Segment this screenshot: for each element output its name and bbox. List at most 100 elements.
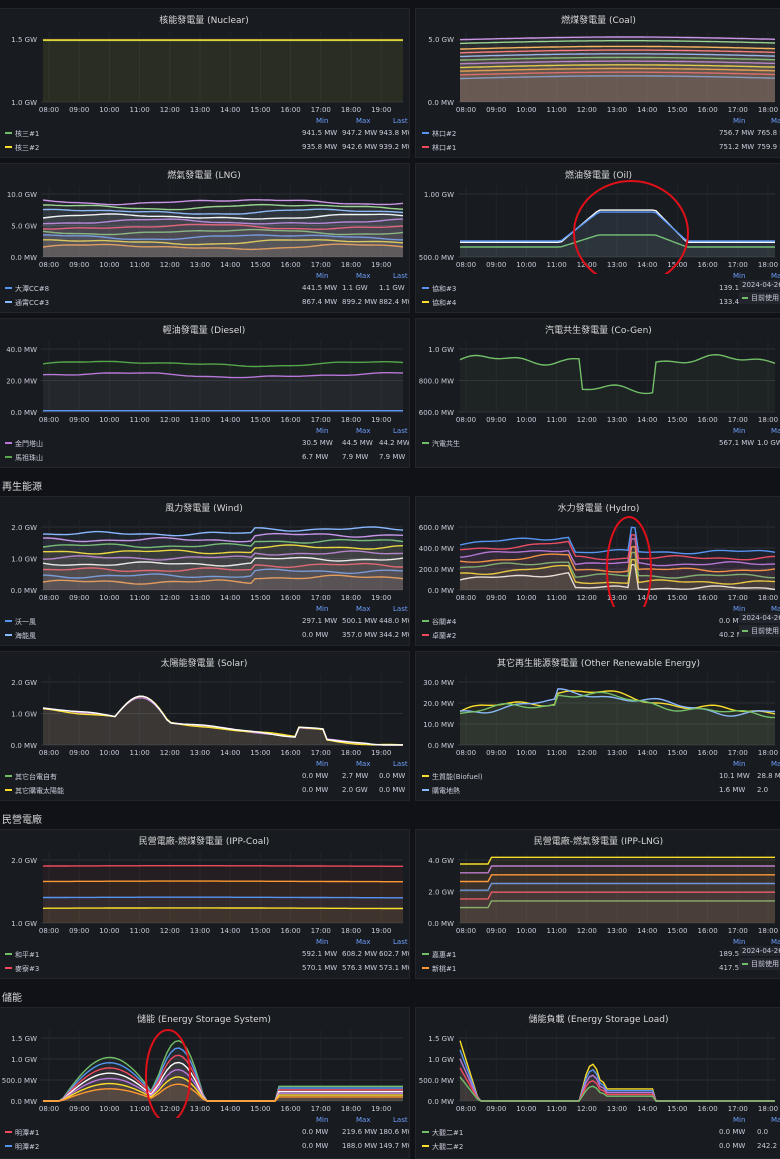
chart-panel[interactable]: 太陽能發電量 (Solar) 2.0 GW 1.0 GW 0.0 MW 08:00 09:… <box>0 651 410 801</box>
series-line[interactable] <box>42 865 403 867</box>
chart-panel[interactable]: 燃氣發電量 (LNG) 10.0 GW 5.0 GW 0.0 MW 08:00 09:00… <box>0 163 410 313</box>
legend-sort-header[interactable]: Last ⌄ <box>393 760 409 768</box>
chart-panel[interactable]: 儲能負載 (Energy Storage Load) 1.5 GW 1.0 GW 50… <box>415 1007 780 1159</box>
series-line[interactable] <box>43 562 403 573</box>
legend-sort-header[interactable]: Min <box>316 272 329 280</box>
legend-series-name[interactable]: 協和#4 <box>432 299 457 307</box>
legend-sort-header[interactable]: Max <box>356 272 371 280</box>
series-line[interactable] <box>459 558 776 585</box>
series-line[interactable] <box>459 534 776 561</box>
series-line[interactable] <box>459 563 776 591</box>
chart-panel[interactable]: 核能發電量 (Nuclear) 1.5 GW 1.0 GW 08:00 09:00 10:… <box>0 8 410 158</box>
legend-sort-header[interactable]: Max <box>356 427 371 435</box>
legend-sort-header[interactable]: Last ⌄ <box>393 1116 409 1124</box>
legend-sort-header[interactable]: Max <box>356 1116 371 1124</box>
series-line[interactable] <box>459 1076 775 1102</box>
legend-series-name[interactable]: 汽電共生 <box>432 440 460 448</box>
series-line[interactable] <box>42 568 404 579</box>
legend-series-name[interactable]: 生質能(Biofuel) <box>432 773 483 781</box>
legend-sort-header[interactable]: Max <box>771 272 780 280</box>
legend-series-name[interactable]: 和平#1 <box>15 951 40 959</box>
series-line[interactable] <box>459 551 775 579</box>
series-line[interactable] <box>42 372 403 379</box>
panel-title[interactable]: 儲能負載 (Energy Storage Load) <box>528 1015 669 1025</box>
panel-title[interactable]: 風力發電量 (Wind) <box>165 504 243 514</box>
chart-panel[interactable]: 燃油發電量 (Oil) 1.00 GW 500.0 MW 08:00 09:00 10:0… <box>415 163 780 313</box>
legend-sort-header[interactable]: Max <box>356 938 371 946</box>
panel-title[interactable]: 燃油發電量 (Oil) <box>565 171 632 181</box>
legend-series-name[interactable]: 卓蘭#2 <box>432 632 457 640</box>
series-line[interactable] <box>42 695 404 746</box>
series-line[interactable] <box>460 882 775 891</box>
series-line[interactable] <box>43 239 404 246</box>
chart-panel[interactable]: 輕油發電量 (Diesel) 40.0 MW 20.0 MW 0.0 MW 08:00 0… <box>0 318 410 468</box>
series-line[interactable] <box>42 880 403 883</box>
legend-sort-header[interactable]: Last ⌄ <box>393 272 409 280</box>
legend-sort-header[interactable]: Min <box>316 938 329 946</box>
panel-title[interactable]: 民營電廠-燃煤發電量 (IPP-Coal) <box>138 837 270 847</box>
legend-series-name[interactable]: 林口#2 <box>432 130 457 138</box>
series-line[interactable] <box>460 75 776 80</box>
series-line[interactable] <box>460 900 775 909</box>
legend-series-name[interactable]: 大觀二#2 <box>432 1143 464 1151</box>
panel-title[interactable]: 太陽能發電量 (Solar) <box>160 659 248 669</box>
series-line[interactable] <box>459 353 776 395</box>
panel-title[interactable]: 水力發電量 (Hydro) <box>557 504 640 514</box>
panel-title[interactable]: 核能發電量 (Nuclear) <box>159 16 249 26</box>
series-line[interactable] <box>459 545 776 573</box>
legend-series-name[interactable]: 谷關#4 <box>432 618 457 626</box>
series-line[interactable] <box>459 691 776 719</box>
series-line[interactable] <box>459 67 776 72</box>
legend-sort-header[interactable]: Last ⌄ <box>393 605 409 613</box>
legend-series-name[interactable]: 嘉惠#1 <box>432 951 457 959</box>
legend-series-name[interactable]: 麥寮#3 <box>15 965 40 973</box>
series-line[interactable] <box>43 896 403 899</box>
series-line[interactable] <box>459 60 776 65</box>
series-line[interactable] <box>459 56 775 61</box>
series-line[interactable] <box>42 574 404 585</box>
legend-series-name[interactable]: 核三#2 <box>15 144 40 152</box>
legend-sort-header[interactable]: Min <box>733 605 746 613</box>
legend-sort-header[interactable]: Last ⌄ <box>393 427 409 435</box>
legend-sort-header[interactable]: Min <box>316 117 329 125</box>
panel-title[interactable]: 輕油發電量 (Diesel) <box>162 326 246 336</box>
legend-series-name[interactable]: 海能風 <box>15 632 36 640</box>
series-line[interactable] <box>460 874 775 883</box>
legend-sort-header[interactable]: Last ⌄ <box>393 117 409 125</box>
series-line[interactable] <box>459 526 776 555</box>
legend-sort-header[interactable]: Min <box>316 605 329 613</box>
legend-series-name[interactable]: 沃一風 <box>15 618 36 626</box>
panel-title[interactable]: 其它再生能源發電量 (Other Renewable Energy) <box>497 659 700 669</box>
legend-sort-header[interactable]: Min <box>733 272 746 280</box>
series-line[interactable] <box>460 891 775 900</box>
series-line[interactable] <box>43 1083 403 1102</box>
series-line[interactable] <box>42 556 404 567</box>
legend-sort-header[interactable]: Max <box>771 427 780 435</box>
legend-series-name[interactable]: 明潭#2 <box>15 1143 40 1151</box>
series-line[interactable] <box>460 865 775 874</box>
series-line[interactable] <box>42 360 404 368</box>
series-line[interactable] <box>459 36 776 41</box>
series-line[interactable] <box>460 234 775 248</box>
legend-series-name[interactable]: 大潭CC#8 <box>15 285 50 293</box>
legend-sort-header[interactable]: Min <box>733 938 746 946</box>
legend-sort-header[interactable]: Max <box>771 605 780 613</box>
legend-sort-header[interactable]: Max <box>771 938 780 946</box>
legend-series-name[interactable]: 明潭#1 <box>15 1129 40 1137</box>
series-line[interactable] <box>43 526 404 537</box>
panel-title[interactable]: 民營電廠-燃氣發電量 (IPP-LNG) <box>533 837 664 847</box>
series-line[interactable] <box>43 544 404 555</box>
legend-sort-header[interactable]: Max <box>771 1116 780 1124</box>
legend-sort-header[interactable]: Min <box>733 760 746 768</box>
legend-sort-header[interactable]: Min <box>733 427 746 435</box>
panel-title[interactable]: 儲能 (Energy Storage System) <box>137 1015 271 1025</box>
